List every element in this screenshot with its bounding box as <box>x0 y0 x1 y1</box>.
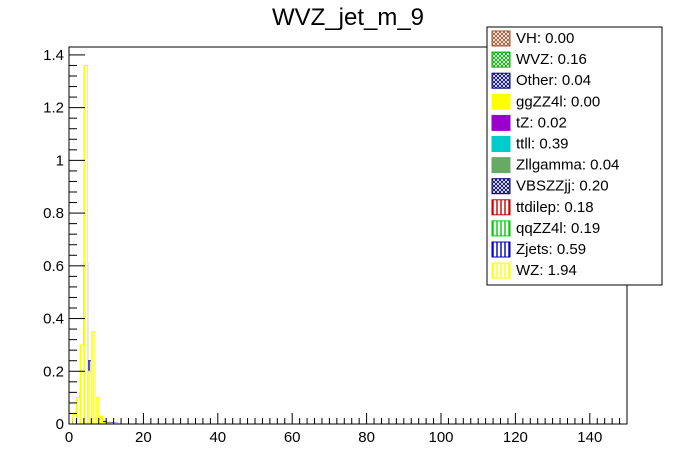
legend-label: WZ: 1.94 <box>516 262 577 279</box>
x-tick-label: 40 <box>209 429 226 446</box>
x-tick-label: 0 <box>65 429 73 446</box>
bar-wz-bin-3 <box>79 344 85 425</box>
chart-title: WVZ_jet_m_9 <box>272 4 424 31</box>
bar-wz-bin-7 <box>94 397 100 425</box>
bar-wz-bin-6 <box>90 331 96 425</box>
legend-swatch <box>491 157 511 174</box>
legend-box <box>486 26 663 286</box>
legend-label: tZ: 0.02 <box>516 114 567 131</box>
legend-swatch <box>491 30 511 47</box>
legend-label: Zjets: 0.59 <box>516 241 586 258</box>
legend-swatch <box>491 241 511 258</box>
y-tick-label: 0.6 <box>43 258 64 275</box>
x-axis: 0 20 40 60 80 100 120 140 <box>65 413 628 446</box>
x-tick-label: 100 <box>428 429 453 446</box>
legend-label: ggZZ4l: 0.00 <box>516 93 600 110</box>
legend-label: qqZZ4l: 0.19 <box>516 220 600 237</box>
y-tick-label: 0.2 <box>43 363 64 380</box>
legend-swatch <box>491 114 511 131</box>
legend-swatch <box>491 178 511 195</box>
y-tick-label: 1.2 <box>43 100 64 117</box>
histogram-bars <box>72 64 122 425</box>
bar-wz-bin-4 <box>83 64 89 425</box>
legend-swatch <box>491 220 511 237</box>
legend-label: VBSZZjj: 0.20 <box>516 178 609 195</box>
legend-label: VH: 0.00 <box>516 30 574 47</box>
x-tick-label: 80 <box>358 429 375 446</box>
bar-wz-bin-2 <box>75 397 81 425</box>
legend: VH: 0.00 WVZ: 0.16 Other: 0.04 ggZZ4l: 0.00… <box>486 26 663 286</box>
legend-label: WVZ: 0.16 <box>516 51 587 68</box>
legend-label: Zllgamma: 0.04 <box>516 157 619 174</box>
legend-swatch <box>491 51 511 68</box>
legend-label: Other: 0.04 <box>516 72 591 89</box>
legend-label: ttll: 0.39 <box>516 136 569 153</box>
legend-swatch <box>491 199 511 216</box>
y-axis: 0 0.2 0.4 0.6 0.8 1 1.2 1.4 <box>43 47 85 433</box>
x-tick-label: 20 <box>135 429 152 446</box>
bar-wz-bin-1 <box>72 414 77 425</box>
legend-swatch <box>491 262 511 279</box>
y-tick-label: 0.8 <box>43 205 64 222</box>
y-tick-label: 1 <box>56 152 64 169</box>
legend-swatch <box>491 93 511 110</box>
y-tick-label: 1.4 <box>43 47 64 64</box>
y-tick-label: 0 <box>56 416 64 433</box>
bar-wz-bin-8 <box>98 415 103 425</box>
legend-swatch <box>491 136 511 152</box>
legend-swatch <box>491 72 511 89</box>
x-tick-label: 60 <box>284 429 301 446</box>
x-tick-label: 140 <box>577 429 602 446</box>
x-tick-label: 120 <box>503 429 528 446</box>
bar-wz-bin-5 <box>87 370 92 425</box>
y-tick-label: 0.4 <box>43 311 64 328</box>
legend-label: ttdilep: 0.18 <box>516 199 594 216</box>
